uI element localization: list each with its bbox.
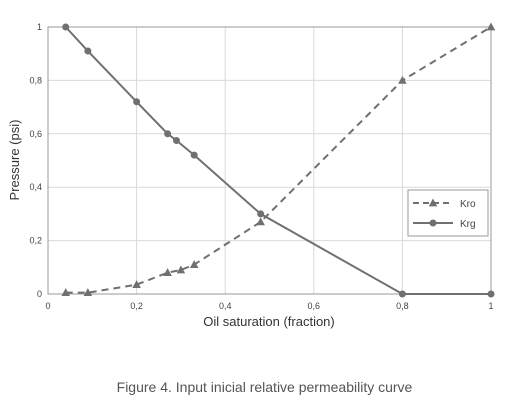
series-kro xyxy=(61,22,496,297)
figure-caption: Figure 4. Input inicial relative permeab… xyxy=(116,379,413,395)
series-line-kro xyxy=(65,26,492,294)
data-point-krg xyxy=(133,98,141,106)
legend-item-krg: Krg xyxy=(413,219,476,230)
legend-items: Kro Krg xyxy=(413,198,476,230)
legend-label-kro: Kro xyxy=(460,199,476,210)
x-axis-ticks: 0 0,2 0,4 0,6 0,8 1 xyxy=(45,301,493,311)
x-tick-label: 0,8 xyxy=(396,301,409,311)
x-tick-label: 0,6 xyxy=(308,301,321,311)
y-tick-label: 1 xyxy=(37,22,42,32)
data-point-kro xyxy=(398,75,407,84)
legend-item-kro: Kro xyxy=(413,198,476,210)
y-tick-label: 0,4 xyxy=(29,182,42,192)
legend-marker-krg xyxy=(429,219,437,227)
legend-marker-kro xyxy=(428,198,438,207)
plot-frame xyxy=(47,26,492,295)
data-point-kro xyxy=(176,265,186,274)
data-point-krg xyxy=(62,23,70,31)
series-line-krg xyxy=(64,26,491,295)
x-tick-label: 0,2 xyxy=(130,301,143,311)
y-tick-label: 0,8 xyxy=(29,75,42,85)
data-point-kro xyxy=(132,280,141,289)
data-point-kro xyxy=(83,288,93,297)
y-tick-label: 0,2 xyxy=(29,236,42,246)
data-point-krg xyxy=(190,151,198,159)
chart: 0 0,2 0,4 0,6 0,8 1 0 0,2 0,4 0,6 0,8 1 Oil satura… xyxy=(7,22,496,329)
x-tick-label: 0,4 xyxy=(219,301,232,311)
data-point-krg xyxy=(164,130,172,138)
data-point-krg xyxy=(84,47,92,55)
x-tick-label: 0 xyxy=(45,301,50,311)
data-point-krg xyxy=(257,210,265,218)
data-point-kro xyxy=(61,288,70,297)
y-tick-label: 0 xyxy=(37,289,42,299)
data-point-krg xyxy=(172,136,180,144)
x-axis-title: Oil saturation (fraction) xyxy=(203,314,335,329)
grid xyxy=(48,27,491,294)
series-layer xyxy=(61,22,496,298)
data-point-krg xyxy=(398,290,406,298)
legend: Kro Krg xyxy=(407,189,489,237)
y-axis-title: Pressure (psi) xyxy=(7,120,22,201)
data-point-kro xyxy=(256,217,265,226)
legend-label-krg: Krg xyxy=(460,219,476,230)
y-tick-label: 0,6 xyxy=(29,129,42,139)
data-point-kro xyxy=(189,260,199,269)
data-point-kro xyxy=(486,22,496,31)
y-axis-ticks: 0 0,2 0,4 0,6 0,8 1 xyxy=(29,22,42,299)
data-point-krg xyxy=(487,290,495,298)
legend-box xyxy=(407,189,489,237)
x-tick-label: 1 xyxy=(488,301,493,311)
series-krg xyxy=(62,23,495,298)
data-point-kro xyxy=(163,268,172,277)
